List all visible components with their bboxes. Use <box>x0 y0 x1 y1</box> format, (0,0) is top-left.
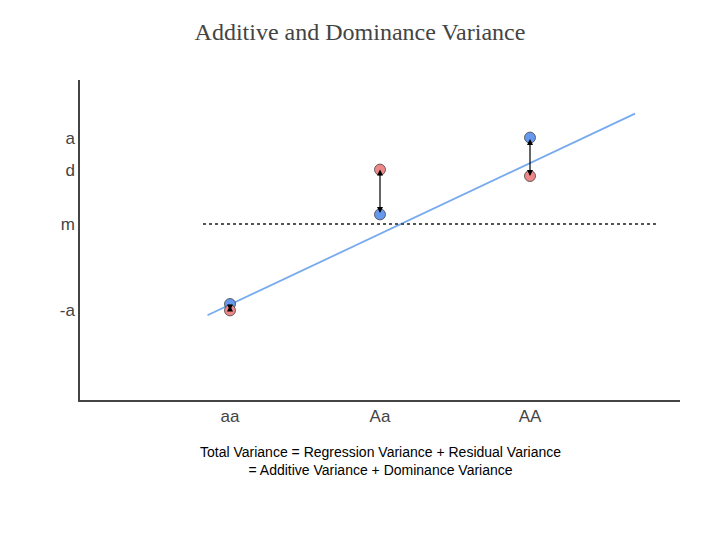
svg-text:Additive and Dominance Varianc: Additive and Dominance Variance <box>195 19 526 45</box>
svg-text:aa: aa <box>221 407 240 426</box>
svg-text:-a: -a <box>60 301 76 320</box>
svg-text:m: m <box>61 215 75 234</box>
svg-text:AA: AA <box>519 407 542 426</box>
svg-text:Total Variance = Regression Va: Total Variance = Regression Variance + R… <box>200 444 561 478</box>
svg-text:Aa: Aa <box>370 407 391 426</box>
svg-text:a: a <box>65 129 75 148</box>
svg-text:d: d <box>65 161 74 180</box>
